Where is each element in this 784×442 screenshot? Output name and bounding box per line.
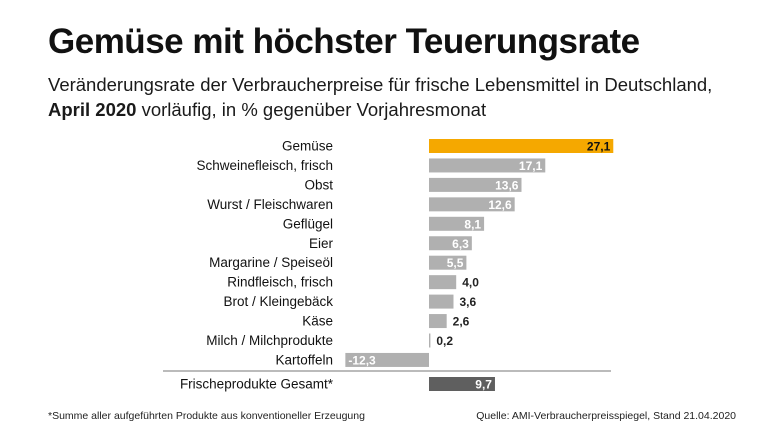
footnote: *Summe aller aufgeführten Produkte aus k… bbox=[48, 410, 365, 422]
bar-8 bbox=[429, 294, 454, 309]
total-value-label: 9,7 bbox=[475, 378, 492, 392]
value-label-5: 6,3 bbox=[452, 237, 469, 251]
bar-4 bbox=[429, 216, 485, 231]
category-label-9: Käse bbox=[302, 314, 333, 329]
value-label-3: 12,6 bbox=[488, 198, 512, 212]
subtitle-bold-date: April 2020 bbox=[48, 99, 137, 120]
category-label-5: Eier bbox=[309, 236, 334, 251]
bar-10 bbox=[429, 333, 431, 348]
category-label-10: Milch / Milchprodukte bbox=[206, 333, 333, 348]
bar-2 bbox=[429, 177, 522, 192]
value-label-0: 27,1 bbox=[587, 140, 611, 154]
category-label-2: Obst bbox=[304, 177, 333, 192]
category-label-8: Brot / Kleingebäck bbox=[223, 294, 333, 309]
category-label-4: Geflügel bbox=[283, 216, 333, 231]
total-category-label: Frischeprodukte Gesamt* bbox=[180, 377, 334, 392]
value-label-6: 5,5 bbox=[447, 256, 464, 270]
bar-11 bbox=[345, 352, 429, 367]
value-label-11: -12,3 bbox=[348, 353, 376, 367]
source-note: Quelle: AMI-Verbraucherpreisspiegel, Sta… bbox=[476, 410, 736, 422]
value-label-1: 17,1 bbox=[519, 159, 543, 173]
value-label-9: 2,6 bbox=[453, 315, 470, 329]
bar-9 bbox=[429, 314, 447, 329]
chart-subtitle: Veränderungsrate der Verbraucherpreise f… bbox=[48, 72, 712, 122]
total-bar bbox=[429, 377, 495, 391]
subtitle-line-2: vorläufig, in % gegenüber Vorjahresmonat bbox=[136, 99, 487, 120]
category-label-11: Kartoffeln bbox=[275, 352, 333, 367]
value-label-8: 3,6 bbox=[459, 295, 476, 309]
category-label-3: Wurst / Fleischwaren bbox=[207, 197, 333, 212]
bar-7 bbox=[429, 275, 457, 290]
value-label-2: 13,6 bbox=[495, 178, 519, 192]
category-label-7: Rindfleisch, frisch bbox=[227, 275, 333, 290]
bar-5 bbox=[429, 236, 472, 251]
bar-0 bbox=[429, 139, 614, 153]
category-label-0: Gemüse bbox=[282, 139, 333, 154]
value-label-4: 8,1 bbox=[464, 217, 481, 231]
value-label-7: 4,0 bbox=[462, 276, 479, 290]
bar-6 bbox=[429, 255, 467, 270]
subtitle-line-1: Veränderungsrate der Verbraucherpreise f… bbox=[48, 74, 713, 95]
bar-3 bbox=[429, 197, 515, 212]
value-label-10: 0,2 bbox=[436, 334, 453, 348]
category-label-1: Schweinefleisch, frisch bbox=[196, 158, 333, 173]
category-label-6: Margarine / Speiseöl bbox=[209, 255, 333, 270]
chart-title: Gemüse mit höchster Teuerungsrate bbox=[48, 22, 640, 61]
bar-1 bbox=[429, 158, 546, 173]
